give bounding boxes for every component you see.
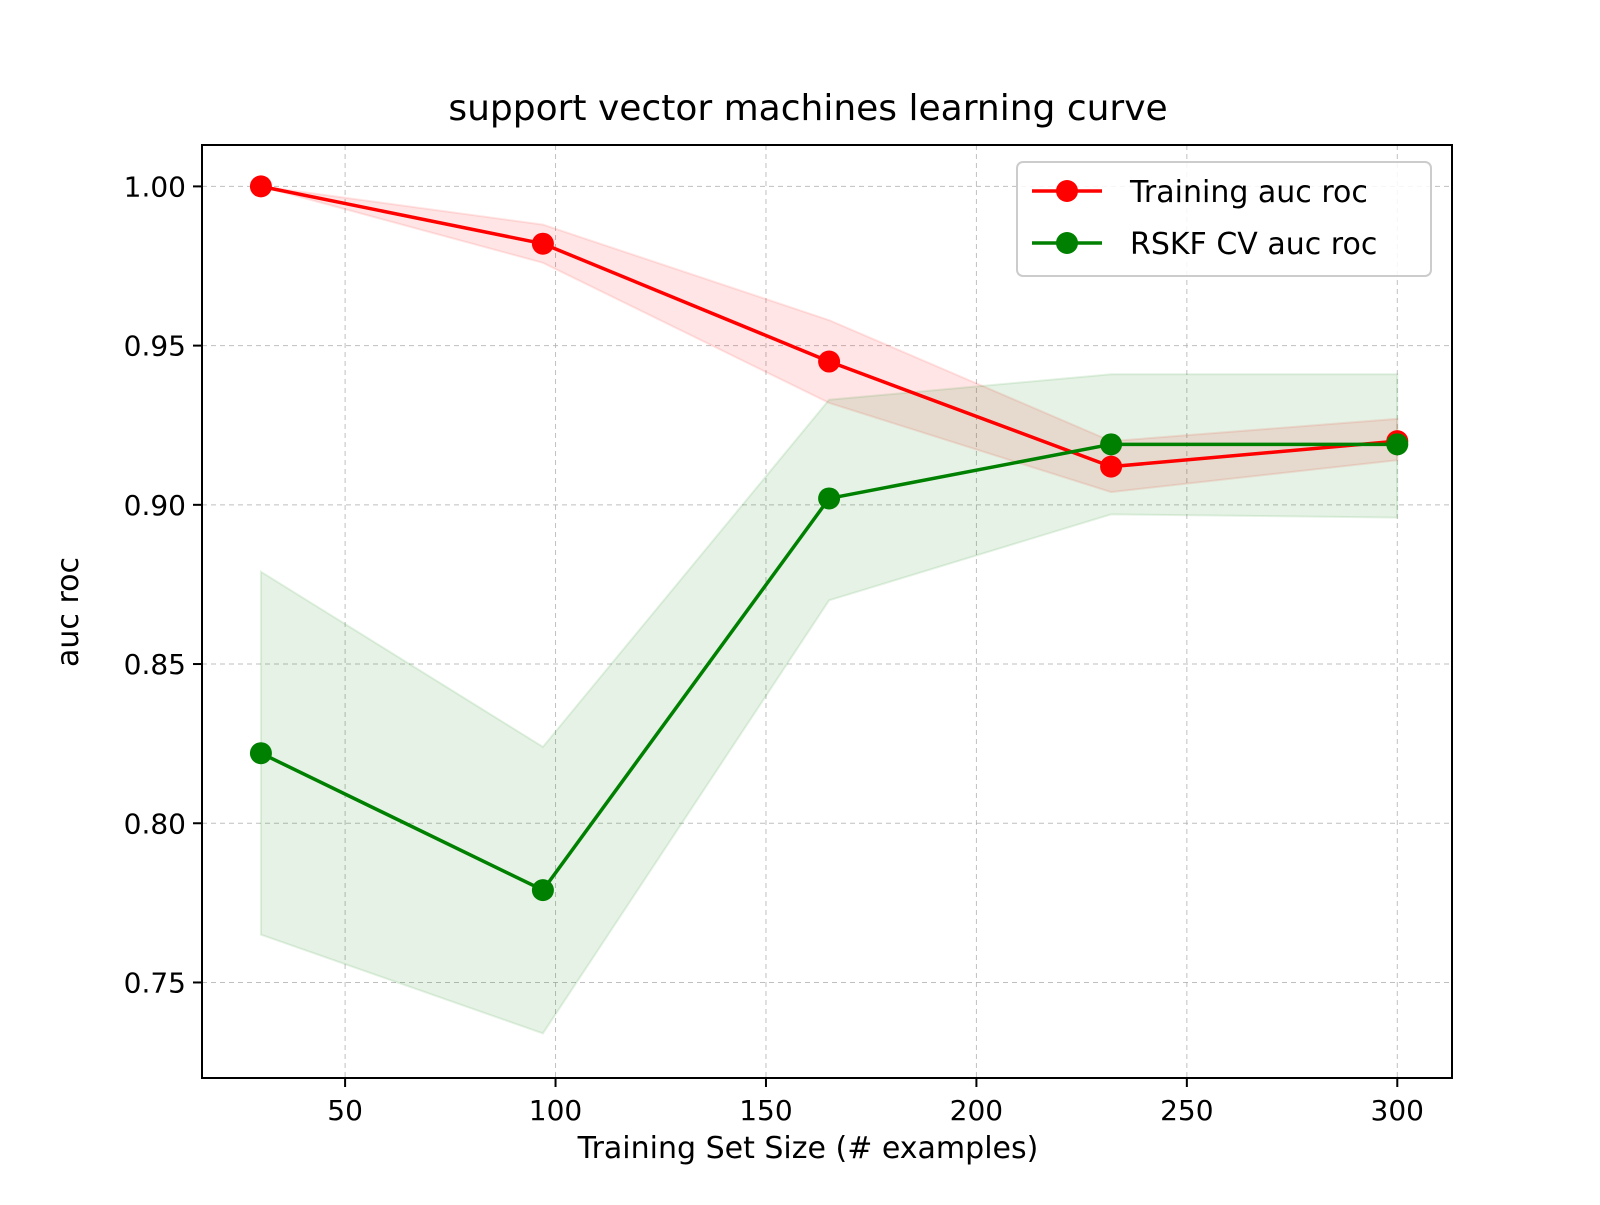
x-tick-label: 100 <box>529 1094 582 1127</box>
y-tick-label: 0.75 <box>124 966 186 999</box>
data-point-cv <box>531 879 554 902</box>
data-point-cv <box>1386 433 1409 456</box>
legend-marker-training <box>1056 180 1078 202</box>
x-tick-label: 50 <box>327 1094 363 1127</box>
series-points <box>249 175 1409 902</box>
legend-box <box>1016 161 1432 277</box>
x-tick-label: 250 <box>1160 1094 1213 1127</box>
x-axis-ticks: 50 100 150 200 250 300 <box>327 1078 1424 1127</box>
y-axis-ticks: 0.75 0.80 0.85 0.90 0.95 1.00 <box>124 170 202 999</box>
data-point-cv <box>1100 433 1123 456</box>
chart-title: support vector machines learning curve <box>448 88 1167 129</box>
x-tick-label: 300 <box>1371 1094 1424 1127</box>
legend: Training auc roc RSKF CV auc roc <box>1016 161 1432 277</box>
y-axis-label: auc roc <box>51 557 86 667</box>
data-point-cv <box>818 487 841 510</box>
data-point-training <box>818 350 841 373</box>
data-point-training <box>249 175 272 198</box>
y-tick-label: 0.85 <box>124 648 186 681</box>
y-tick-label: 0.95 <box>124 330 186 363</box>
legend-label-training: Training auc roc <box>1129 175 1368 210</box>
x-axis-label: Training Set Size (# examples) <box>577 1131 1039 1166</box>
data-point-training <box>531 232 554 255</box>
x-tick-label: 150 <box>739 1094 792 1127</box>
grid <box>202 145 1452 1078</box>
legend-marker-cv <box>1056 232 1078 254</box>
x-tick-label: 200 <box>950 1094 1003 1127</box>
y-tick-label: 0.90 <box>124 489 186 522</box>
data-point-training <box>1100 455 1123 478</box>
y-tick-label: 1.00 <box>124 170 186 203</box>
legend-label-cv: RSKF CV auc roc <box>1130 227 1377 262</box>
plot-area-frame <box>201 144 1453 1079</box>
band-cv <box>259 373 1399 1035</box>
y-tick-label: 0.80 <box>124 807 186 840</box>
data-point-cv <box>249 742 272 765</box>
